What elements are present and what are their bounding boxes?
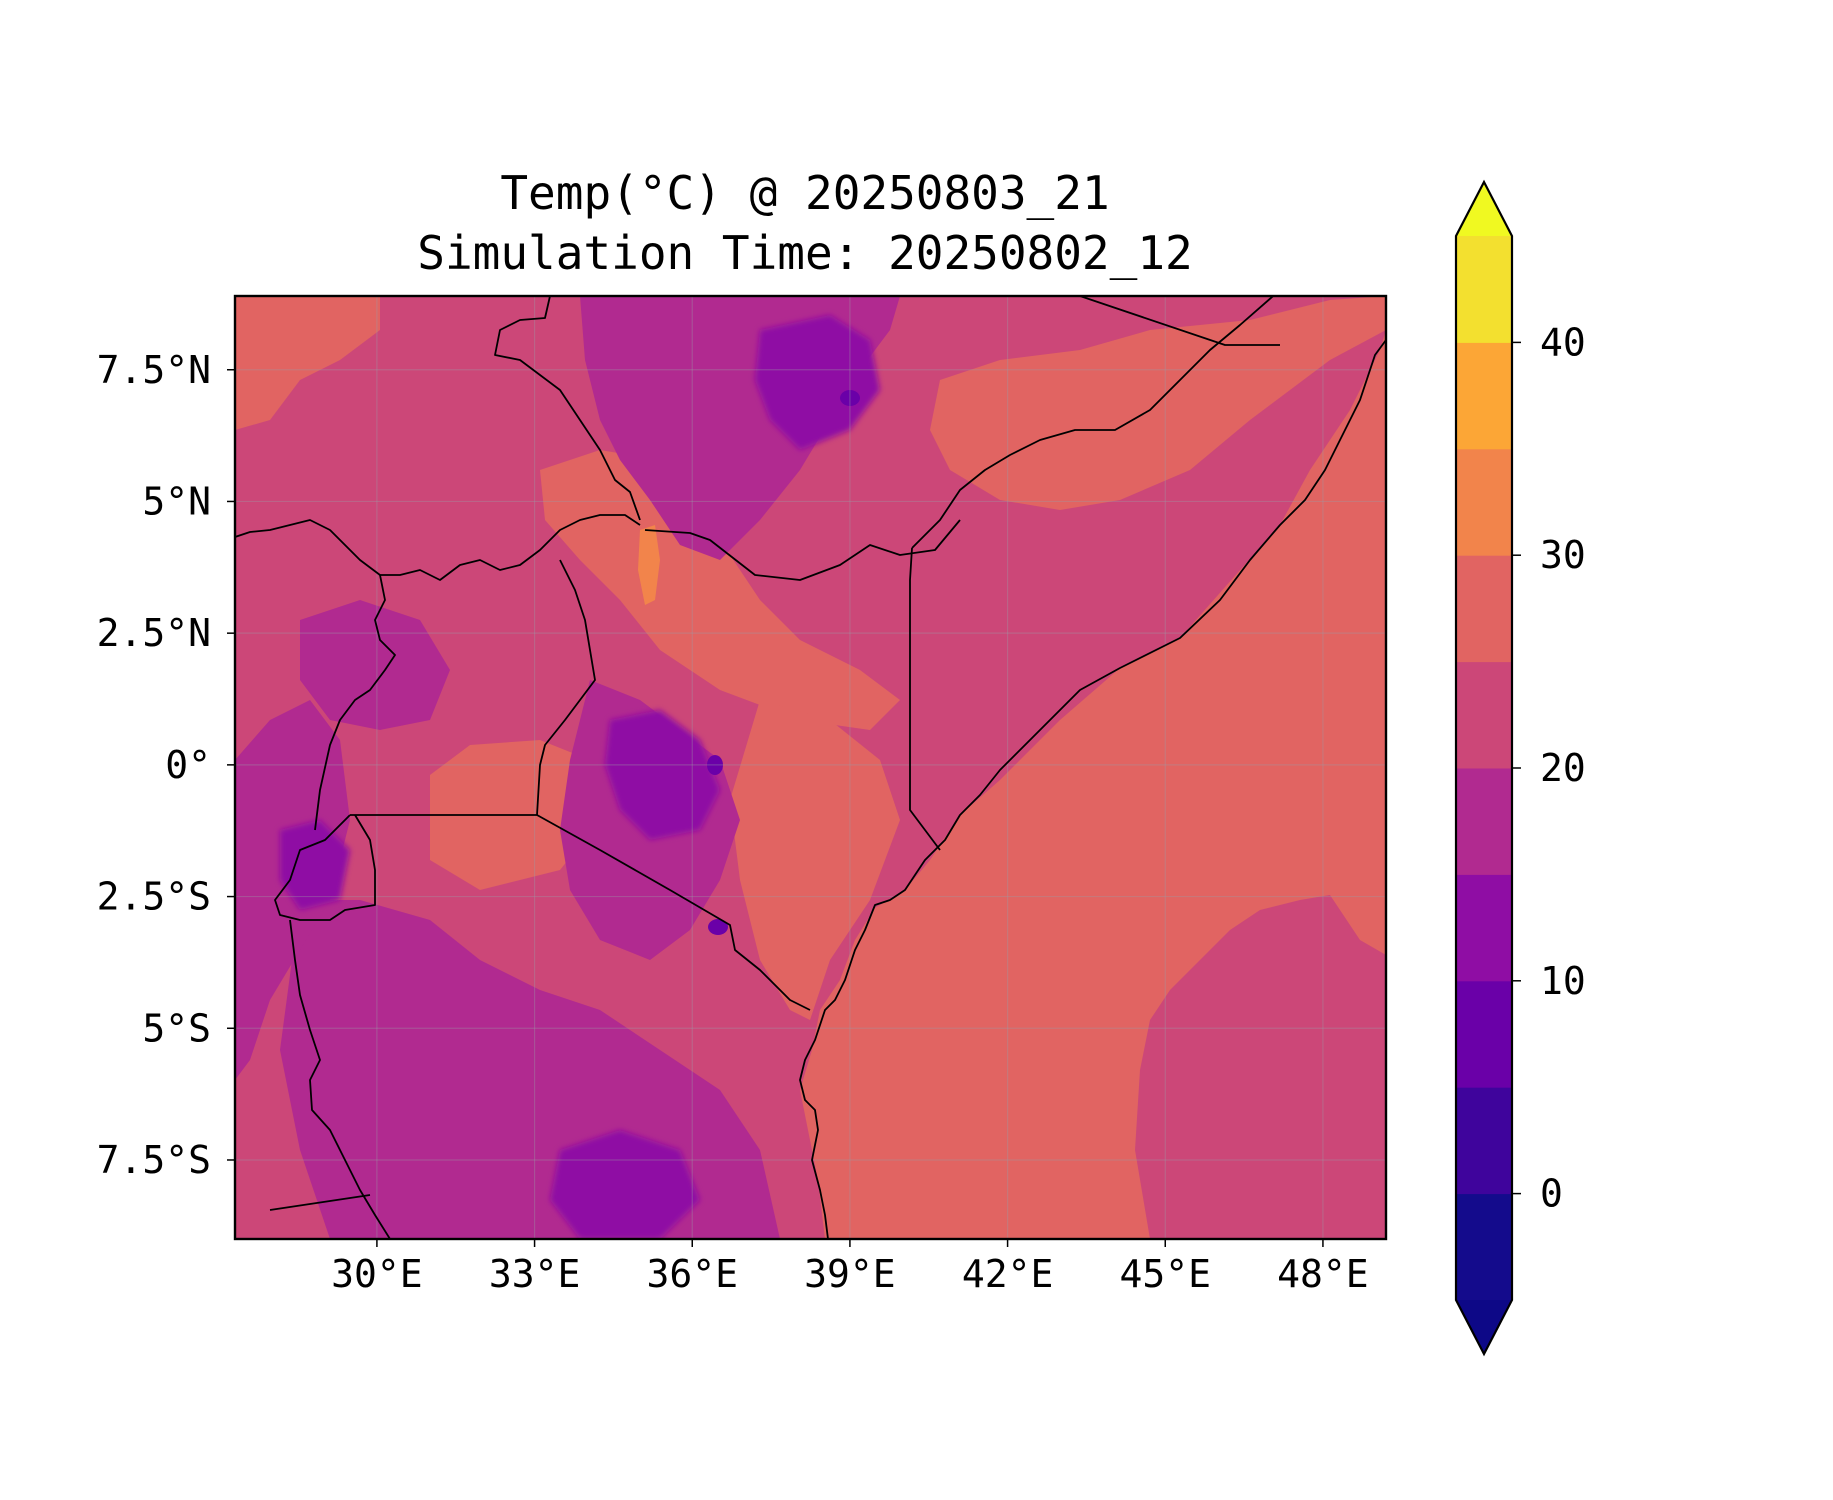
- field-ocean-cool: [1135, 895, 1386, 1239]
- colorbar-segment: [1456, 555, 1512, 663]
- y-tick-label: 7.5°N: [97, 348, 211, 392]
- colorbar-segment: [1456, 1193, 1512, 1301]
- y-tick-label: 0°: [165, 743, 211, 787]
- x-tick-label: 48°E: [1277, 1252, 1369, 1296]
- map-panel: 30°E 33°E 36°E 39°E 42°E 45°E 48°E 7.5°N 5°N 2.5…: [97, 294, 1388, 1296]
- border-south-sudan: [235, 514, 641, 581]
- border-uganda-kenya: [536, 559, 596, 816]
- border-tanzania-zambia: [269, 1194, 371, 1211]
- border-kenya-ethiopia: [644, 519, 961, 581]
- colorbar-segment: [1456, 448, 1512, 556]
- map-frame: [233, 294, 1388, 1241]
- y-tick-label: 2.5°S: [97, 875, 211, 919]
- colorbar-segment: [1456, 768, 1512, 875]
- colorbar-tick-label: 10: [1540, 959, 1586, 1003]
- map-gridlines: [235, 296, 1386, 1239]
- colorbar-tick-label: 0: [1540, 1172, 1563, 1216]
- border-lake-tanganyika: [289, 919, 391, 1239]
- border-kenya-somalia: [909, 547, 941, 851]
- colorbar-segment: [1456, 342, 1512, 450]
- field-coastal-plain-warm: [730, 700, 900, 1020]
- latitude-ticks: 7.5°N 5°N 2.5°N 0° 2.5°S 5°S 7.5°S: [97, 348, 235, 1182]
- field-kenya-cold: [605, 710, 720, 840]
- colorbar-segment: [1456, 236, 1512, 343]
- field-uganda-west: [300, 600, 450, 730]
- coastline: [799, 339, 1386, 1239]
- border-kenya-tanzania: [536, 814, 811, 1011]
- colorbar-tick-label: 30: [1540, 533, 1586, 577]
- field-kenya-north-warm: [540, 450, 900, 730]
- border-uganda-north: [314, 574, 396, 831]
- field-rwanda-cold: [280, 820, 350, 910]
- map-title: Temp(°C) @ 20250803_21: [500, 166, 1110, 220]
- field-ethiopia-peak-cold: [840, 390, 860, 406]
- x-tick-label: 33°E: [489, 1252, 581, 1296]
- x-tick-label: 45°E: [1120, 1252, 1212, 1296]
- colorbar-segment: [1456, 874, 1512, 982]
- colorbar-under-arrow: [1456, 1300, 1512, 1354]
- border-sudan-south-sudan: [494, 296, 641, 521]
- x-tick-label: 30°E: [331, 1252, 423, 1296]
- longitude-ticks: 30°E 33°E 36°E 39°E 42°E 45°E 48°E: [331, 1239, 1369, 1296]
- field-turkana-hot: [638, 525, 660, 605]
- y-tick-label: 7.5°S: [97, 1138, 211, 1182]
- y-tick-label: 5°S: [142, 1006, 211, 1050]
- y-tick-label: 2.5°N: [97, 611, 211, 655]
- x-tick-label: 39°E: [804, 1252, 896, 1296]
- colorbar-tick-label: 20: [1540, 746, 1586, 790]
- border-rwanda-burundi: [274, 814, 376, 921]
- border-somalia-ethiopia: [911, 296, 1310, 549]
- field-kilimanjaro-cold: [708, 919, 728, 935]
- colorbar-over-arrow: [1456, 182, 1512, 236]
- y-tick-label: 5°N: [142, 479, 211, 523]
- temperature-colorbar: 0 10 20 30 40: [1454, 179, 1586, 1357]
- field-tanzania-cold: [550, 1130, 700, 1239]
- colorbar-segment: [1456, 661, 1512, 769]
- border-somaliland: [1079, 296, 1280, 346]
- field-mt-kenya-cold: [707, 755, 723, 775]
- map-subtitle: Simulation Time: 20250802_12: [417, 226, 1193, 280]
- country-borders: [235, 296, 1386, 1239]
- field-north-west-warm: [235, 296, 380, 430]
- x-tick-label: 36°E: [646, 1252, 738, 1296]
- colorbar-tick-label: 40: [1540, 320, 1586, 364]
- colorbar-segment: [1456, 1087, 1512, 1195]
- colorbar-outline: [1454, 179, 1514, 1357]
- temperature-field: [235, 296, 1386, 1239]
- x-tick-label: 42°E: [962, 1252, 1054, 1296]
- field-ethiopia-cold: [755, 315, 880, 450]
- colorbar-segment: [1456, 980, 1512, 1088]
